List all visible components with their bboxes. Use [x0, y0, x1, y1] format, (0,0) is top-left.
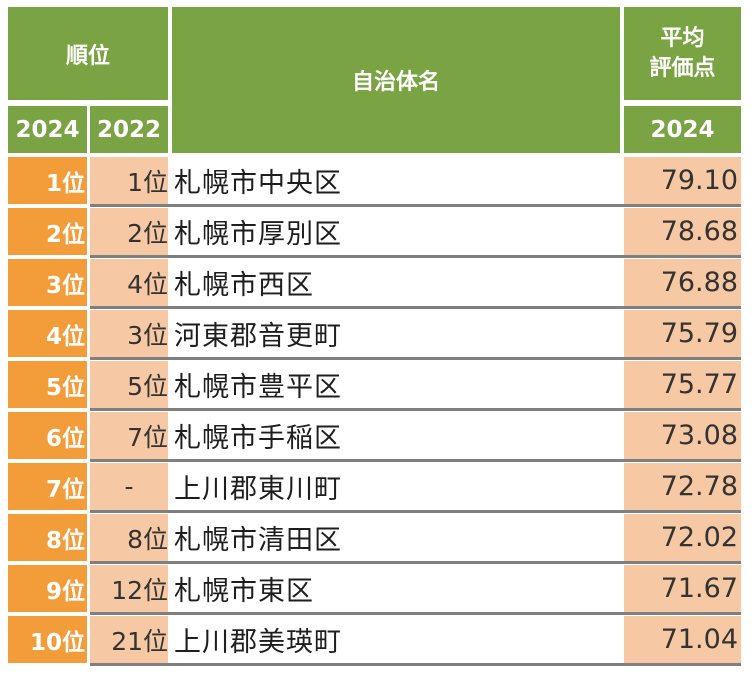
- average-score: 79.10: [624, 157, 741, 204]
- row-separator: [90, 561, 741, 564]
- municipality-name: 上川郡東川町: [172, 463, 620, 510]
- average-score: 71.04: [624, 616, 741, 663]
- header-score-line2: 評価点: [649, 55, 716, 81]
- rank-previous: 7位: [90, 412, 168, 459]
- municipality-name: 札幌市東区: [172, 565, 620, 612]
- average-score: 73.08: [624, 412, 741, 459]
- rank-previous: 5位: [90, 361, 168, 408]
- row-separator: [90, 204, 741, 207]
- average-score: 72.02: [624, 514, 741, 561]
- rank-current: 3位: [8, 259, 87, 306]
- average-score: 72.78: [624, 463, 741, 510]
- row-separator: [90, 510, 741, 513]
- rank-previous: 21位: [90, 616, 168, 663]
- header-score-line1: 平均: [660, 25, 705, 51]
- header-year-previous: 2022: [90, 106, 168, 153]
- header-rank: 順位: [8, 7, 168, 100]
- row-separator: [90, 459, 741, 462]
- rank-current: 6位: [8, 412, 87, 459]
- municipality-name: 河東郡音更町: [172, 310, 620, 357]
- header-municipality: 自治体名: [172, 7, 620, 153]
- rank-previous: 12位: [90, 565, 168, 612]
- row-separator: [90, 306, 741, 309]
- row-separator: [90, 663, 741, 666]
- rank-previous: 3位: [90, 310, 168, 357]
- header-average-score: 平均 評価点: [624, 7, 741, 100]
- header-year-current: 2024: [8, 106, 87, 153]
- rank-current: 1位: [8, 157, 87, 204]
- row-separator: [90, 255, 741, 258]
- rank-current: 7位: [8, 463, 87, 510]
- rank-current: 4位: [8, 310, 87, 357]
- municipality-name: 札幌市手稲区: [172, 412, 620, 459]
- rank-current: 5位: [8, 361, 87, 408]
- average-score: 71.67: [624, 565, 741, 612]
- rank-previous: 8位: [90, 514, 168, 561]
- average-score: 76.88: [624, 259, 741, 306]
- municipality-name: 札幌市豊平区: [172, 361, 620, 408]
- municipality-name: 札幌市厚別区: [172, 208, 620, 255]
- municipality-name: 上川郡美瑛町: [172, 616, 620, 663]
- average-score: 75.79: [624, 310, 741, 357]
- rank-current: 9位: [8, 565, 87, 612]
- rank-previous: 2位: [90, 208, 168, 255]
- municipality-name: 札幌市清田区: [172, 514, 620, 561]
- row-separator: [90, 357, 741, 360]
- rank-current: 2位: [8, 208, 87, 255]
- average-score: 78.68: [624, 208, 741, 255]
- municipality-name: 札幌市西区: [172, 259, 620, 306]
- municipality-name: 札幌市中央区: [172, 157, 620, 204]
- rank-previous: 4位: [90, 259, 168, 306]
- rank-previous: -: [90, 463, 168, 510]
- average-score: 75.77: [624, 361, 741, 408]
- rank-current: 10位: [8, 616, 87, 663]
- row-separator: [90, 408, 741, 411]
- rank-current: 8位: [8, 514, 87, 561]
- header-score-year: 2024: [624, 106, 741, 153]
- row-separator: [90, 612, 741, 615]
- rank-previous: 1位: [90, 157, 168, 204]
